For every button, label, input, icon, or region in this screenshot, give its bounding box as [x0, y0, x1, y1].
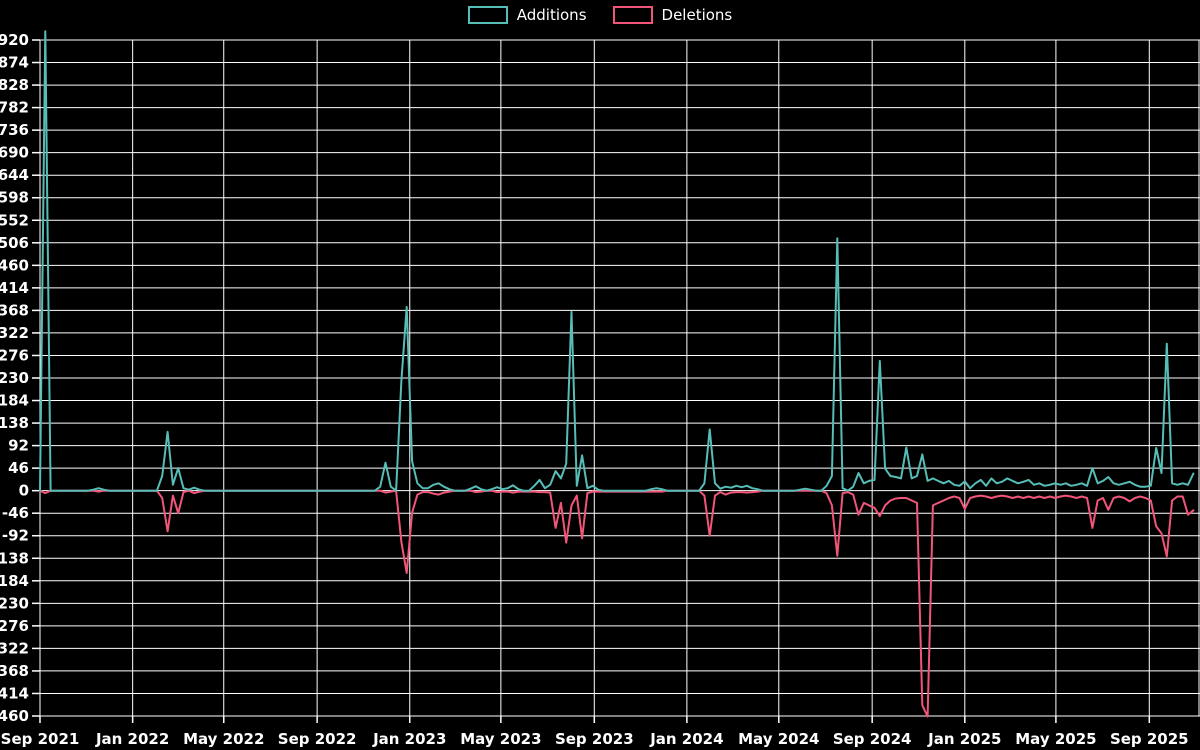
y-tick-label: 322 [0, 324, 29, 342]
x-tick-label: Sep 2023 [555, 730, 634, 748]
y-tick-label: -276 [0, 617, 29, 635]
x-tick-label: Sep 2022 [278, 730, 357, 748]
y-tick-label: 46 [8, 459, 29, 477]
y-tick-label: 460 [0, 256, 29, 274]
x-tick-label: Sep 2021 [1, 730, 80, 748]
y-tick-label: -322 [0, 639, 29, 657]
x-tick-label: May 2025 [1015, 730, 1096, 748]
legend: Additions Deletions [0, 6, 1200, 24]
y-tick-label: -184 [0, 572, 29, 590]
x-tick-label: Sep 2024 [833, 730, 912, 748]
additions-line [39, 30, 1195, 492]
y-tick-label: 644 [0, 166, 29, 184]
x-tick-label: Jan 2025 [927, 730, 1001, 748]
y-tick-label: 414 [0, 279, 29, 297]
y-tick-label: 276 [0, 346, 29, 364]
additions-legend-label: Additions [516, 6, 587, 24]
y-tick-label: -46 [2, 504, 29, 522]
deletions-legend-label: Deletions [661, 6, 733, 24]
y-tick-label: -138 [0, 549, 29, 567]
y-tick-label: 874 [0, 54, 29, 72]
y-tick-label: 828 [0, 76, 29, 94]
additions-swatch [467, 6, 508, 24]
y-tick-label: 920 [0, 31, 29, 49]
y-tick-label: -368 [0, 662, 29, 680]
y-tick-label: -92 [2, 527, 29, 545]
y-tick-label: 598 [0, 189, 29, 207]
y-tick-label: 230 [0, 369, 29, 387]
x-tick-label: Sep 2025 [1110, 730, 1189, 748]
x-tick-label: May 2023 [460, 730, 541, 748]
y-tick-label: 0 [19, 482, 29, 500]
y-tick-label: 368 [0, 301, 29, 319]
y-tick-label: 506 [0, 234, 29, 252]
y-tick-label: 92 [8, 437, 29, 455]
x-tick-label: Jan 2023 [372, 730, 446, 748]
y-tick-label: 782 [0, 99, 29, 117]
y-tick-label: 138 [0, 414, 29, 432]
x-tick-label: Jan 2024 [649, 730, 723, 748]
y-tick-label: 736 [0, 121, 29, 139]
y-tick-label: 184 [0, 392, 29, 410]
x-tick-label: May 2024 [738, 730, 819, 748]
y-tick-label: -230 [0, 594, 29, 612]
y-tick-label: 690 [0, 144, 29, 162]
y-tick-label: -414 [0, 684, 29, 702]
y-tick-label: -460 [0, 707, 29, 725]
y-tick-label: 552 [0, 211, 29, 229]
x-tick-label: Jan 2022 [95, 730, 169, 748]
legend-item-deletions[interactable]: Deletions [612, 6, 733, 24]
x-tick-label: May 2022 [183, 730, 264, 748]
deletions-swatch [612, 6, 653, 24]
legend-item-additions[interactable]: Additions [467, 6, 587, 24]
